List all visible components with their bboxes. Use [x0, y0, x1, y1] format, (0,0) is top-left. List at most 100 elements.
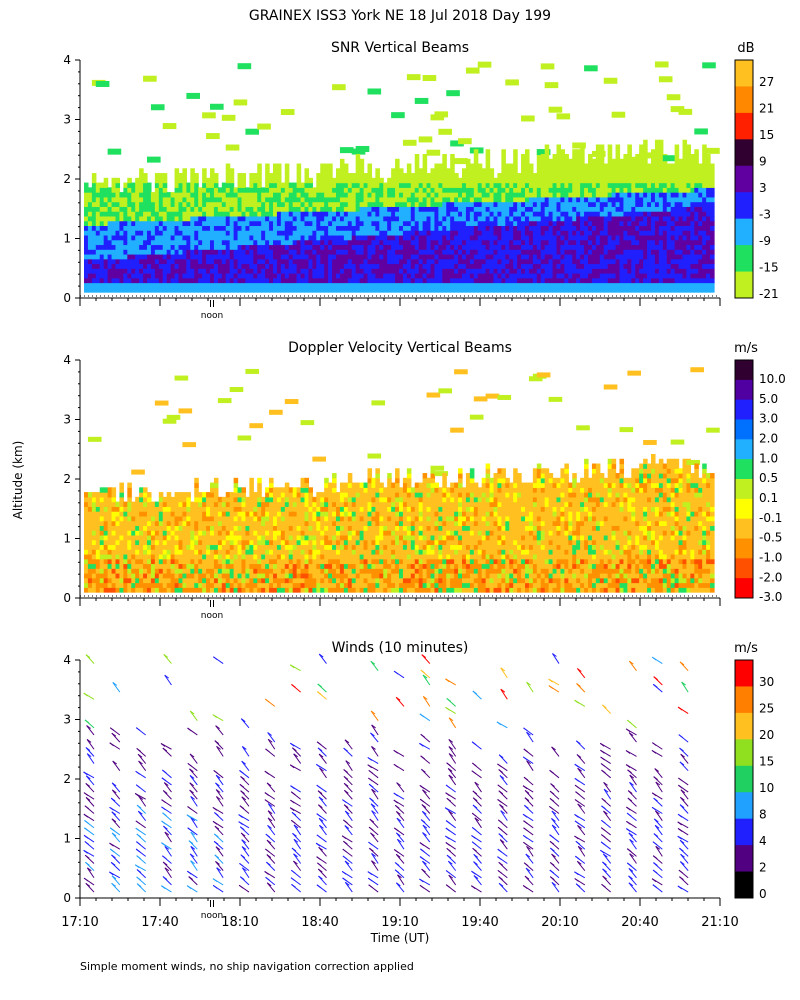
snr-cell	[635, 230, 640, 236]
snr-cell	[304, 182, 310, 188]
snr-cell	[351, 268, 357, 274]
snr-cell	[221, 287, 227, 293]
snr-cell	[706, 192, 711, 198]
doppler-cell	[131, 563, 136, 569]
snr-cell	[702, 168, 707, 174]
snr-cell	[615, 211, 621, 217]
snr-cell	[438, 263, 443, 269]
snr-cell	[654, 258, 660, 265]
snr-cell	[320, 253, 325, 260]
snr-cell	[304, 230, 310, 236]
snr-cell	[217, 277, 223, 284]
snr-cell	[528, 163, 534, 169]
snr-cell	[678, 230, 684, 236]
doppler-cell	[115, 544, 121, 550]
snr-cell	[702, 244, 707, 250]
snr-cell	[399, 215, 404, 222]
snr-cell	[473, 163, 479, 169]
snr-cell	[379, 215, 384, 222]
snr-cell	[525, 215, 530, 222]
snr-cell	[702, 206, 707, 212]
snr-cell	[241, 239, 247, 246]
snr-cell	[237, 177, 243, 184]
snr-cell	[186, 92, 200, 99]
snr-cell	[284, 192, 290, 198]
snr-cell	[572, 268, 577, 274]
snr-cell	[249, 263, 254, 269]
snr-cell	[127, 258, 132, 265]
snr-cell	[619, 196, 625, 203]
snr-cell	[548, 225, 554, 231]
snr-cell	[611, 258, 617, 265]
snr-cell	[501, 163, 506, 169]
snr-cell	[418, 206, 424, 212]
snr-cell	[383, 187, 388, 193]
snr-cell	[591, 249, 597, 255]
snr-cell	[588, 277, 593, 284]
snr-cell	[670, 196, 676, 203]
doppler-cell	[158, 577, 164, 584]
snr-cell	[564, 287, 569, 293]
snr-cell	[525, 163, 530, 169]
snr-cell	[627, 239, 632, 246]
snr-cell	[536, 158, 542, 165]
snr-cell	[379, 277, 384, 284]
snr-cell	[568, 253, 573, 260]
snr-cell	[198, 277, 203, 284]
snr-cell	[139, 230, 144, 236]
snr-cell	[611, 111, 626, 118]
doppler-cell	[135, 539, 140, 546]
doppler-cell	[107, 501, 113, 507]
snr-cell	[643, 282, 648, 288]
doppler-cell	[111, 501, 117, 507]
snr-cell	[686, 158, 691, 165]
snr-cell	[607, 211, 613, 217]
snr-cell	[686, 263, 691, 269]
snr-cell	[584, 287, 589, 293]
snr-cell	[682, 158, 688, 165]
snr-cell	[698, 287, 703, 293]
snr-cell	[623, 277, 628, 284]
snr-cell	[269, 253, 274, 260]
snr-cell	[525, 258, 530, 265]
snr-cell	[686, 239, 691, 246]
snr-cell	[162, 282, 168, 288]
snr-cell	[536, 268, 542, 274]
snr-cell	[312, 268, 317, 274]
snr-cell	[332, 225, 337, 231]
doppler-cell	[103, 558, 109, 565]
doppler-cell	[99, 577, 105, 584]
snr-cell	[438, 128, 452, 135]
snr-cell	[359, 177, 365, 184]
snr-cell	[265, 206, 270, 212]
snr-cell	[324, 215, 329, 222]
snr-cell	[210, 225, 215, 231]
doppler-cell	[95, 496, 101, 503]
snr-cell	[91, 225, 97, 231]
snr-cell	[154, 277, 160, 284]
snr-cell	[615, 249, 621, 255]
snr-cell	[265, 177, 270, 184]
snr-cell	[544, 192, 550, 198]
snr-cell	[410, 196, 416, 203]
snr-cell	[485, 211, 491, 217]
snr-cell	[473, 263, 479, 269]
snr-cell	[454, 211, 459, 217]
snr-cell	[674, 230, 680, 236]
snr-cell	[568, 173, 573, 179]
snr-cell	[292, 253, 298, 260]
snr-cell	[280, 211, 286, 217]
snr-cell	[395, 201, 400, 207]
snr-cell	[265, 215, 270, 222]
doppler-cell	[143, 553, 148, 560]
snr-cell	[194, 268, 199, 274]
snr-cell	[107, 220, 113, 227]
snr-cell	[662, 155, 677, 162]
snr-cell	[694, 182, 699, 188]
snr-cell	[706, 244, 711, 250]
snr-cell	[418, 234, 424, 241]
snr-cell	[580, 253, 585, 260]
snr-cell	[690, 182, 695, 188]
snr-cell	[202, 268, 207, 274]
snr-cell	[91, 263, 97, 269]
